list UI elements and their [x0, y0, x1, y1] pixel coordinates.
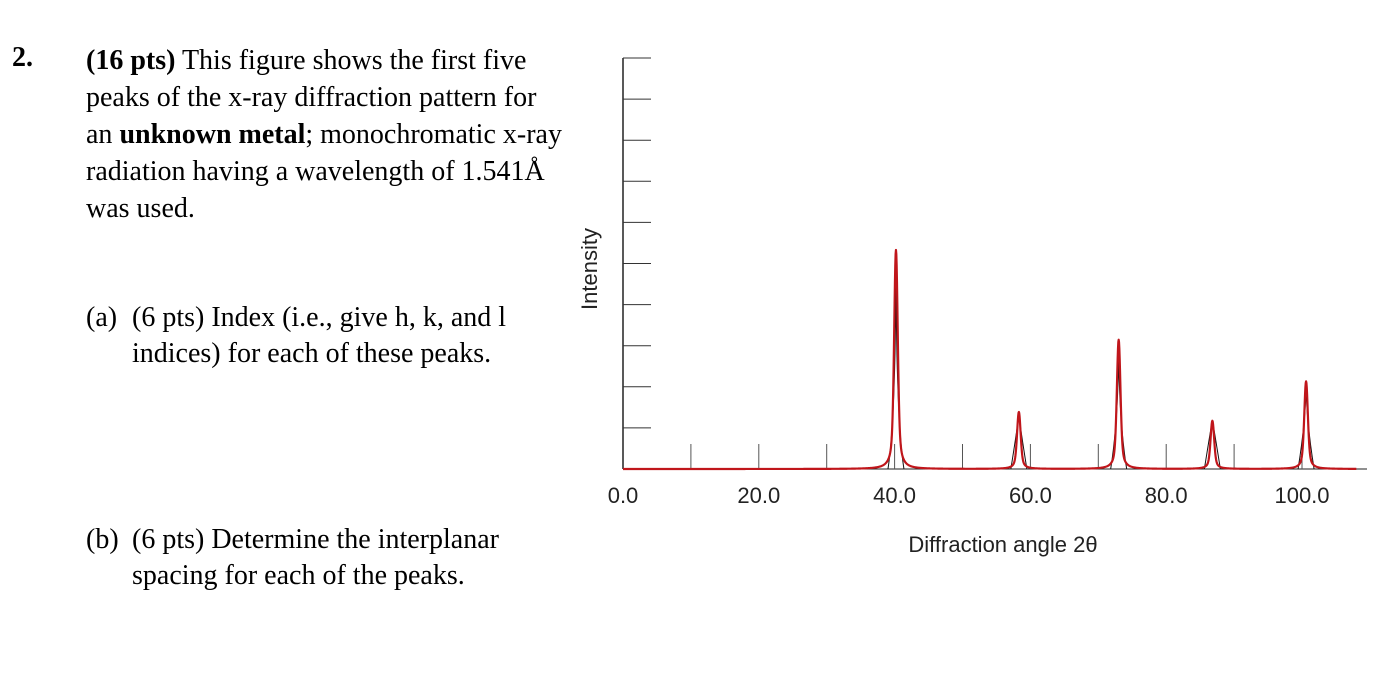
stem-emphasis: unknown metal [119, 119, 306, 150]
x-tick-label: 80.0 [1145, 483, 1188, 508]
question-stem: (16 pts) This figure shows the first fiv… [86, 42, 566, 227]
part-a: (a) (6 pts) Index (i.e., give h, k, and … [86, 300, 556, 410]
x-tick-label: 0.0 [608, 483, 639, 508]
y-axis [622, 57, 651, 469]
x-tick-labels: 0.0 20.0 40.0 60.0 80.0 100.0 [608, 483, 1330, 508]
x-tick-label: 100.0 [1274, 483, 1329, 508]
stem-text-2: ; monochromatic x-ray radiation having a… [86, 119, 562, 224]
question-points: (16 pts) [86, 45, 176, 76]
x-tick-label: 20.0 [737, 483, 780, 508]
part-a-label: (a) [86, 302, 118, 333]
part-b: (b) (6 pts) Determine the interplanar sp… [86, 522, 576, 597]
x-tick-label: 60.0 [1009, 483, 1052, 508]
x-tick-label: 40.0 [873, 483, 916, 508]
stem-text-1: This figure shows the first five peaks o… [86, 45, 537, 150]
diffraction-curve [622, 248, 1358, 471]
peaks [622, 248, 1358, 471]
question-number: 2. [12, 42, 33, 73]
part-a-text: (6 pts) Index (i.e., give h, k, and l in… [132, 302, 507, 369]
y-axis-label: Intensity [577, 228, 602, 310]
part-b-text: (6 pts) Determine the interplanar spacin… [132, 524, 499, 591]
x-axis [623, 444, 1367, 470]
part-b-label: (b) [86, 524, 119, 555]
xrd-chart: 0.0 20.0 40.0 60.0 80.0 100.0 Intensity Diffr… [577, 57, 1367, 557]
x-axis-label: Diffraction angle 2θ [908, 532, 1097, 557]
